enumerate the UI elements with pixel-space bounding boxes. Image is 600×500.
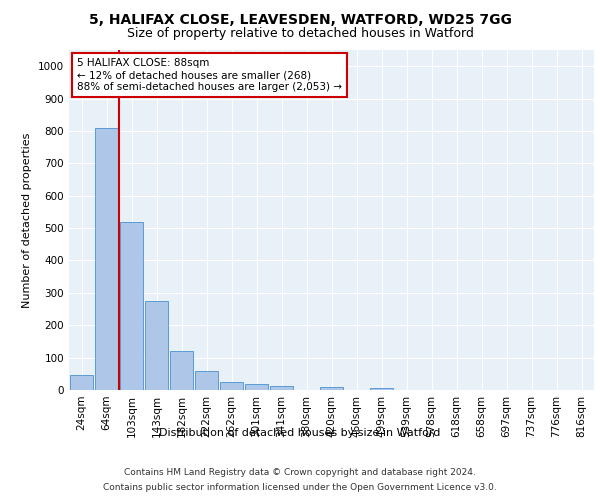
Text: Distribution of detached houses by size in Watford: Distribution of detached houses by size … xyxy=(160,428,440,438)
Bar xyxy=(320,387,343,390)
Text: Contains HM Land Registry data © Crown copyright and database right 2024.: Contains HM Land Registry data © Crown c… xyxy=(124,468,476,477)
Bar xyxy=(194,370,218,390)
Bar xyxy=(119,222,143,390)
Y-axis label: Number of detached properties: Number of detached properties xyxy=(22,132,32,308)
Text: Size of property relative to detached houses in Watford: Size of property relative to detached ho… xyxy=(127,28,473,40)
Text: 5 HALIFAX CLOSE: 88sqm
← 12% of detached houses are smaller (268)
88% of semi-de: 5 HALIFAX CLOSE: 88sqm ← 12% of detached… xyxy=(77,58,342,92)
Bar xyxy=(269,386,293,390)
Bar xyxy=(145,301,169,390)
Bar xyxy=(170,351,193,390)
Text: Contains public sector information licensed under the Open Government Licence v3: Contains public sector information licen… xyxy=(103,483,497,492)
Bar xyxy=(220,382,244,390)
Bar xyxy=(370,388,394,390)
Bar xyxy=(70,375,94,390)
Bar xyxy=(245,384,268,390)
Bar xyxy=(95,128,118,390)
Text: 5, HALIFAX CLOSE, LEAVESDEN, WATFORD, WD25 7GG: 5, HALIFAX CLOSE, LEAVESDEN, WATFORD, WD… xyxy=(89,12,511,26)
